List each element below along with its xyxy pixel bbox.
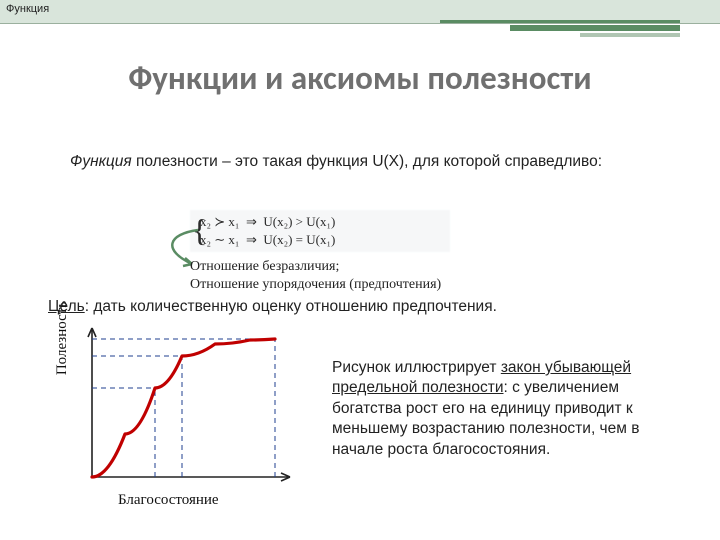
formula-lines: x₂ ≻ x₁ ⇒ U(x₂) > U(x₁) x₂ ∼ x₁ ⇒ U(x₂) … — [200, 213, 335, 248]
caption-pre: Рисунок иллюстрирует — [332, 359, 501, 376]
relation-lines: Отношение безразличия; Отношение упорядо… — [190, 258, 441, 293]
chart-y-label: Полезность — [54, 278, 71, 398]
definition-italic: Функция — [70, 153, 132, 170]
definition-text: Функция полезности – это такая функция U… — [70, 152, 630, 173]
figure-caption: Рисунок иллюстрирует закон убывающей пре… — [332, 358, 692, 460]
header-small-label: Функция — [6, 3, 49, 15]
decorative-bars — [440, 20, 680, 37]
goal-rest: : дать количественную оценку отношению п… — [85, 298, 497, 315]
slide-title: Функции и аксиомы полезности — [0, 58, 720, 98]
relation-line1: Отношение безразличия; — [190, 258, 441, 276]
formula-line2: x₂ ∼ x₁ ⇒ U(x₂) = U(x₁) — [200, 232, 335, 247]
definition-rest: полезности – это такая функция U(X), для… — [132, 153, 602, 170]
goal-line: Цель: дать количественную оценку отношен… — [48, 298, 668, 316]
utility-chart — [70, 322, 300, 512]
formula-line1: x₂ ≻ x₁ ⇒ U(x₂) > U(x₁) — [200, 214, 335, 229]
relation-line2: Отношение упорядочения (предпочтения) — [190, 276, 441, 294]
chart-x-label: Благосостояние — [118, 492, 219, 509]
